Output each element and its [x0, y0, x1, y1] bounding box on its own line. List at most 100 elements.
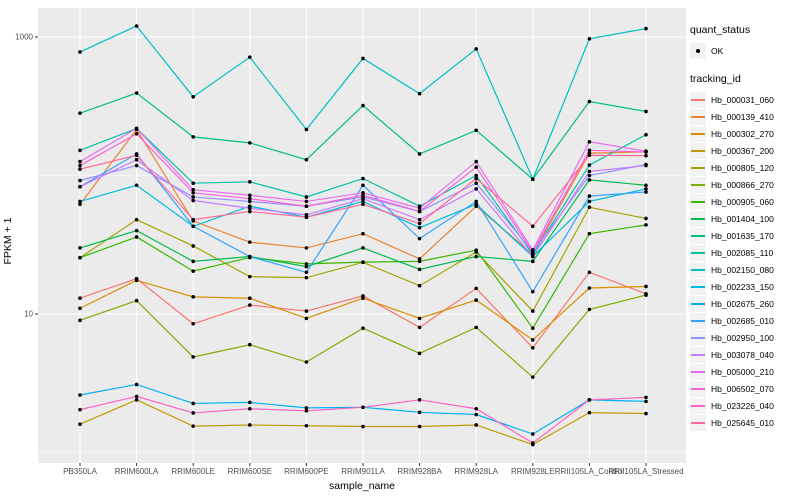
data-point: [417, 225, 422, 230]
data-point: [417, 351, 422, 356]
data-point: [361, 199, 365, 204]
data-point: [78, 167, 82, 172]
legend-entry: Hb_023226_040: [690, 397, 800, 414]
data-point: [304, 246, 309, 250]
data-point: [417, 398, 422, 402]
data-point: [531, 309, 535, 313]
data-point: [417, 217, 422, 222]
data-point: [78, 199, 82, 204]
data-point: [644, 183, 648, 188]
data-point: [361, 176, 365, 181]
data-point: [474, 202, 479, 207]
data-point: [78, 296, 82, 301]
data-point: [474, 165, 479, 169]
legend-entry: Hb_025645_010: [690, 414, 800, 431]
data-point: [587, 205, 592, 210]
data-point: [417, 259, 422, 264]
data-point: [417, 316, 422, 321]
data-point: [78, 255, 82, 260]
legend-entry: Hb_002685_010: [690, 312, 800, 329]
data-point: [134, 398, 139, 402]
data-point: [191, 355, 195, 359]
legend-entry-label: Hb_002150_080: [711, 264, 774, 275]
legend-entry: Hb_000905_060: [690, 193, 800, 210]
data-point: [248, 55, 252, 59]
data-point: [304, 262, 309, 266]
data-point: [191, 135, 195, 139]
data-point: [644, 293, 648, 297]
data-point: [587, 173, 592, 178]
data-point: [304, 127, 309, 132]
legend-key-line-icon: [690, 278, 706, 295]
data-point: [587, 140, 592, 144]
data-point: [644, 223, 648, 227]
data-point: [644, 187, 648, 191]
data-point: [417, 283, 422, 288]
legend-key-line-icon: [690, 193, 706, 210]
data-point: [78, 163, 82, 168]
data-point: [417, 152, 422, 156]
legend-entry: Hb_002233_150: [690, 278, 800, 295]
data-point: [78, 407, 82, 412]
legend-entry-label: Hb_000139_410: [711, 111, 774, 122]
data-point: [644, 284, 648, 289]
legend-entry: Hb_001404_100: [690, 210, 800, 227]
legend-key-line-icon: [690, 363, 706, 380]
legend-entry: Hb_001635_170: [690, 227, 800, 244]
data-point: [474, 286, 479, 291]
tracking-id-keys: Hb_000031_060 Hb_000139_410 Hb_000302_270 H…: [690, 91, 800, 431]
data-point: [191, 95, 195, 99]
data-point: [361, 196, 365, 201]
data-point: [304, 199, 309, 204]
x-tick-label: RRIM928BA: [397, 467, 442, 476]
data-point: [134, 132, 139, 136]
legend-entry-label: Hb_002950_100: [711, 332, 774, 343]
x-tick-label: RRII105LA_Control: [555, 467, 625, 476]
data-point: [417, 91, 422, 96]
data-point: [304, 195, 309, 199]
legend-entry-quant-status: OK: [690, 42, 800, 59]
data-point: [191, 321, 195, 326]
legend-entry: Hb_000139_410: [690, 108, 800, 125]
data-point: [417, 236, 422, 241]
data-point: [474, 298, 479, 302]
data-point: [78, 148, 82, 153]
data-point: [191, 411, 195, 415]
data-point: [587, 307, 592, 312]
data-point: [134, 298, 139, 303]
legend-key-line-icon: [690, 125, 706, 142]
x-tick-label: RRIM928LE: [511, 467, 555, 476]
data-point: [78, 202, 82, 207]
data-point: [474, 325, 479, 330]
data-point: [531, 254, 535, 259]
x-tick-label: RRIM600SE: [228, 467, 272, 476]
data-point: [78, 111, 82, 115]
legend-key-line-icon: [690, 380, 706, 397]
data-point: [474, 128, 479, 133]
data-point: [304, 406, 309, 410]
data-point: [191, 401, 195, 406]
data-point: [417, 206, 422, 211]
legend-entry: Hb_000805_120: [690, 159, 800, 176]
data-point: [361, 405, 365, 410]
data-point: [417, 424, 422, 429]
data-point: [587, 169, 592, 174]
legend-entry: Hb_005000_210: [690, 363, 800, 380]
data-point: [474, 254, 479, 259]
legend-key-line-icon: [690, 312, 706, 329]
data-point: [587, 163, 592, 167]
legend-entry-label: Hb_000367_200: [711, 145, 774, 156]
data-point: [361, 56, 365, 61]
legend: quant_status OK tracking_id Hb_000031_06…: [690, 24, 800, 445]
data-point: [361, 296, 365, 301]
data-point: [134, 157, 139, 162]
data-point: [587, 270, 592, 275]
data-point: [587, 199, 592, 204]
data-point: [474, 181, 479, 185]
data-point: [587, 178, 592, 182]
data-point: [587, 148, 592, 153]
legend-entry-label: Hb_023226_040: [711, 400, 774, 411]
data-point: [474, 159, 479, 164]
